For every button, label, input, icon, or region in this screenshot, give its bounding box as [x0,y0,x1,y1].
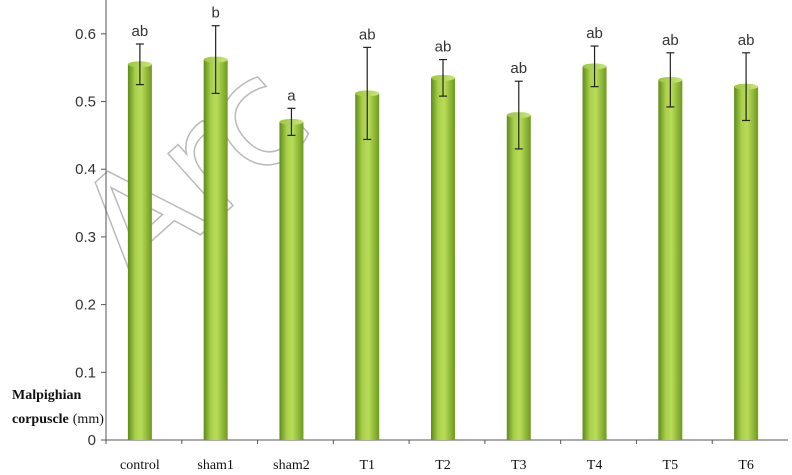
significance-label-T3: ab [510,60,527,77]
significance-label-control: ab [132,23,149,40]
category-label-T6: T6 [738,458,754,473]
bar-sham2 [279,121,304,440]
y-tick-label: 0.3 [75,229,96,246]
category-label-T2: T2 [435,458,451,473]
category-label-sham1: sham1 [197,458,234,473]
bar-T1 [355,93,380,441]
bars: ab b a ab ab ab ab ab ab [127,5,759,441]
y-tick-label: 0.6 [75,26,96,43]
y-tick-label: 0.5 [75,94,96,111]
y-tick-label: 0.4 [75,161,96,178]
bar-control [127,64,152,441]
y-tick-label: 0 [88,432,96,449]
bar-T5 [658,79,683,440]
y-tick-label: 0.2 [75,297,96,314]
bar-sham1 [203,59,228,441]
category-label-sham2: sham2 [273,458,310,473]
bar-T2 [431,77,455,440]
significance-label-T1: ab [359,26,376,43]
y-axis-label-line1: Malpighian [12,388,81,403]
category-label-T1: T1 [359,458,375,473]
y-tick-label: 0.1 [75,364,96,381]
category-label-T4: T4 [587,458,603,473]
bar-T3 [506,115,531,441]
y-axis-label-line2: corpuscle (mm) [12,412,104,427]
y-axis-label-unit: (mm) [73,412,104,427]
significance-label-T2: ab [435,39,452,56]
y-axis-label-bold: corpuscle [12,412,69,427]
significance-label-sham2: a [287,87,296,104]
significance-label-sham1: b [211,5,219,22]
significance-label-T4: ab [586,25,603,42]
significance-label-T6: ab [738,32,755,49]
bar-T6 [734,86,759,441]
bar-T4 [582,66,607,440]
significance-label-T5: ab [662,32,679,49]
category-label-T3: T3 [511,458,527,473]
category-label-T5: T5 [663,458,679,473]
category-label-control: control [120,458,160,473]
